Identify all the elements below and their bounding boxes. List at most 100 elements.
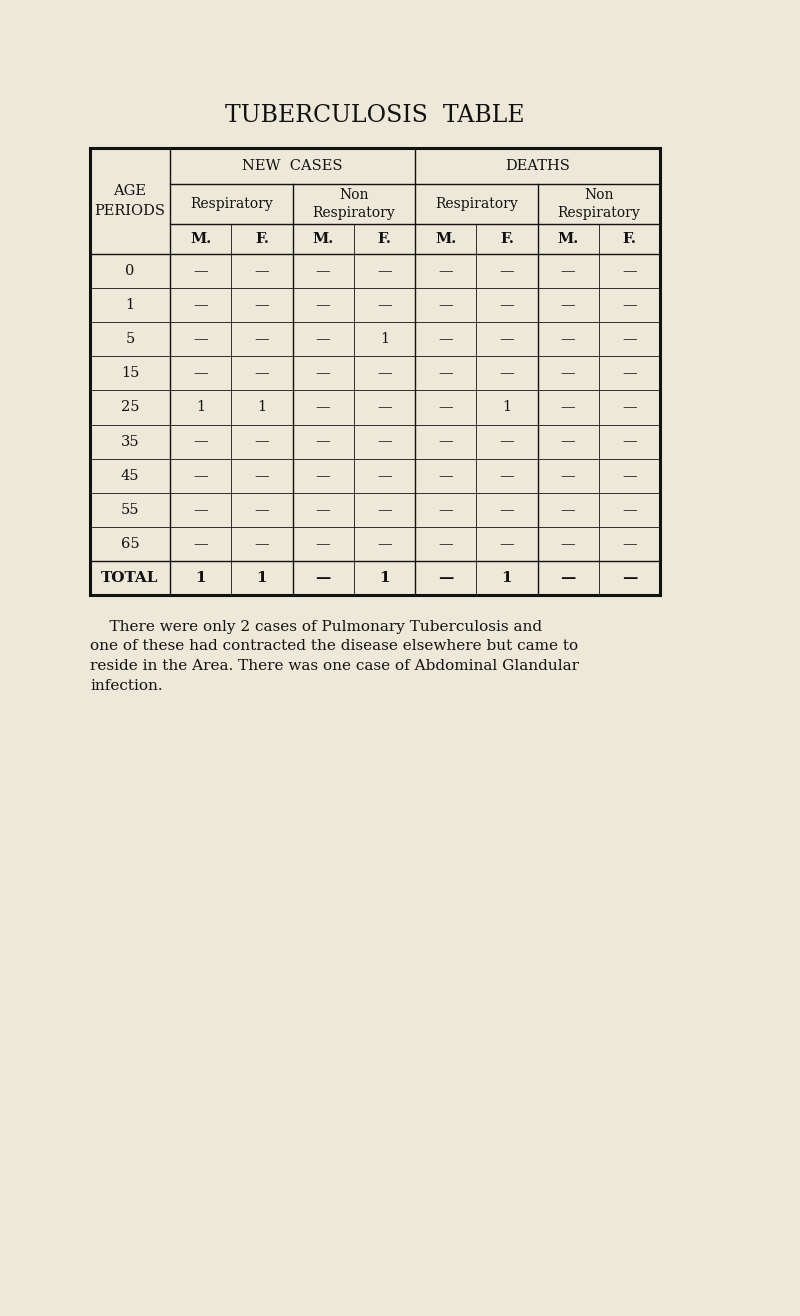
Text: —: — — [499, 503, 514, 517]
Text: —: — — [377, 537, 392, 551]
Text: —: — — [438, 571, 454, 584]
Text: 1: 1 — [379, 571, 390, 584]
Text: Non
Respiratory: Non Respiratory — [558, 188, 640, 220]
Text: 5: 5 — [126, 332, 134, 346]
Text: Non
Respiratory: Non Respiratory — [312, 188, 395, 220]
Text: —: — — [499, 366, 514, 380]
Text: 1: 1 — [380, 332, 389, 346]
Text: —: — — [316, 265, 330, 278]
Text: —: — — [194, 434, 208, 449]
Text: —: — — [622, 468, 637, 483]
Text: —: — — [438, 434, 453, 449]
Text: —: — — [377, 400, 392, 415]
Text: 15: 15 — [121, 366, 139, 380]
Text: —: — — [377, 265, 392, 278]
Text: —: — — [622, 571, 637, 584]
Text: —: — — [194, 366, 208, 380]
Text: —: — — [377, 434, 392, 449]
Text: —: — — [316, 366, 330, 380]
Text: —: — — [438, 299, 453, 312]
Text: 35: 35 — [121, 434, 139, 449]
Text: —: — — [254, 434, 269, 449]
Text: 1: 1 — [257, 571, 267, 584]
Text: —: — — [194, 503, 208, 517]
Text: Respiratory: Respiratory — [435, 197, 518, 211]
Text: —: — — [315, 571, 331, 584]
Text: —: — — [438, 366, 453, 380]
Text: Respiratory: Respiratory — [190, 197, 273, 211]
Text: —: — — [438, 265, 453, 278]
Text: —: — — [438, 468, 453, 483]
Text: —: — — [438, 400, 453, 415]
Text: 0: 0 — [126, 265, 134, 278]
Text: —: — — [561, 366, 575, 380]
Text: AGE
PERIODS: AGE PERIODS — [94, 184, 166, 217]
Text: —: — — [254, 468, 269, 483]
Text: TUBERCULOSIS  TABLE: TUBERCULOSIS TABLE — [225, 104, 525, 126]
Text: —: — — [499, 468, 514, 483]
Text: 1: 1 — [196, 400, 205, 415]
Text: —: — — [438, 537, 453, 551]
Text: —: — — [561, 468, 575, 483]
Text: —: — — [622, 332, 637, 346]
Text: —: — — [316, 434, 330, 449]
Text: —: — — [561, 265, 575, 278]
Text: F.: F. — [500, 232, 514, 246]
Text: TOTAL: TOTAL — [102, 571, 158, 584]
Text: —: — — [499, 434, 514, 449]
Text: —: — — [377, 299, 392, 312]
Text: —: — — [499, 332, 514, 346]
Text: —: — — [254, 537, 269, 551]
Text: F.: F. — [378, 232, 391, 246]
Text: —: — — [622, 299, 637, 312]
Text: —: — — [316, 503, 330, 517]
Text: —: — — [254, 366, 269, 380]
Text: —: — — [561, 299, 575, 312]
Text: —: — — [254, 299, 269, 312]
Text: —: — — [316, 537, 330, 551]
Text: 1: 1 — [126, 299, 134, 312]
Text: —: — — [377, 503, 392, 517]
Text: —: — — [194, 537, 208, 551]
Text: —: — — [561, 434, 575, 449]
Text: NEW  CASES: NEW CASES — [242, 159, 342, 172]
Text: 55: 55 — [121, 503, 139, 517]
Text: M.: M. — [558, 232, 578, 246]
Text: —: — — [438, 332, 453, 346]
Text: —: — — [622, 537, 637, 551]
Text: —: — — [561, 537, 575, 551]
Text: M.: M. — [313, 232, 334, 246]
Text: —: — — [254, 265, 269, 278]
Text: —: — — [316, 400, 330, 415]
Text: 1: 1 — [502, 571, 512, 584]
Text: 25: 25 — [121, 400, 139, 415]
Text: —: — — [194, 332, 208, 346]
Text: —: — — [561, 332, 575, 346]
Text: —: — — [561, 571, 576, 584]
Text: 45: 45 — [121, 468, 139, 483]
Text: —: — — [561, 503, 575, 517]
Text: —: — — [622, 265, 637, 278]
Text: —: — — [194, 265, 208, 278]
Text: 65: 65 — [121, 537, 139, 551]
Text: —: — — [622, 503, 637, 517]
Text: 1: 1 — [258, 400, 266, 415]
Text: 1: 1 — [502, 400, 511, 415]
Text: M.: M. — [190, 232, 211, 246]
Text: 1: 1 — [195, 571, 206, 584]
Text: —: — — [622, 366, 637, 380]
Text: —: — — [316, 299, 330, 312]
Text: —: — — [499, 299, 514, 312]
Text: —: — — [499, 537, 514, 551]
Text: —: — — [316, 468, 330, 483]
Text: —: — — [377, 468, 392, 483]
Text: M.: M. — [435, 232, 456, 246]
Text: —: — — [499, 265, 514, 278]
Text: —: — — [254, 332, 269, 346]
Text: —: — — [194, 468, 208, 483]
Text: DEATHS: DEATHS — [505, 159, 570, 172]
Text: There were only 2 cases of Pulmonary Tuberculosis and
one of these had contracte: There were only 2 cases of Pulmonary Tub… — [90, 620, 579, 692]
Text: —: — — [194, 299, 208, 312]
Text: F.: F. — [622, 232, 636, 246]
Text: —: — — [622, 400, 637, 415]
